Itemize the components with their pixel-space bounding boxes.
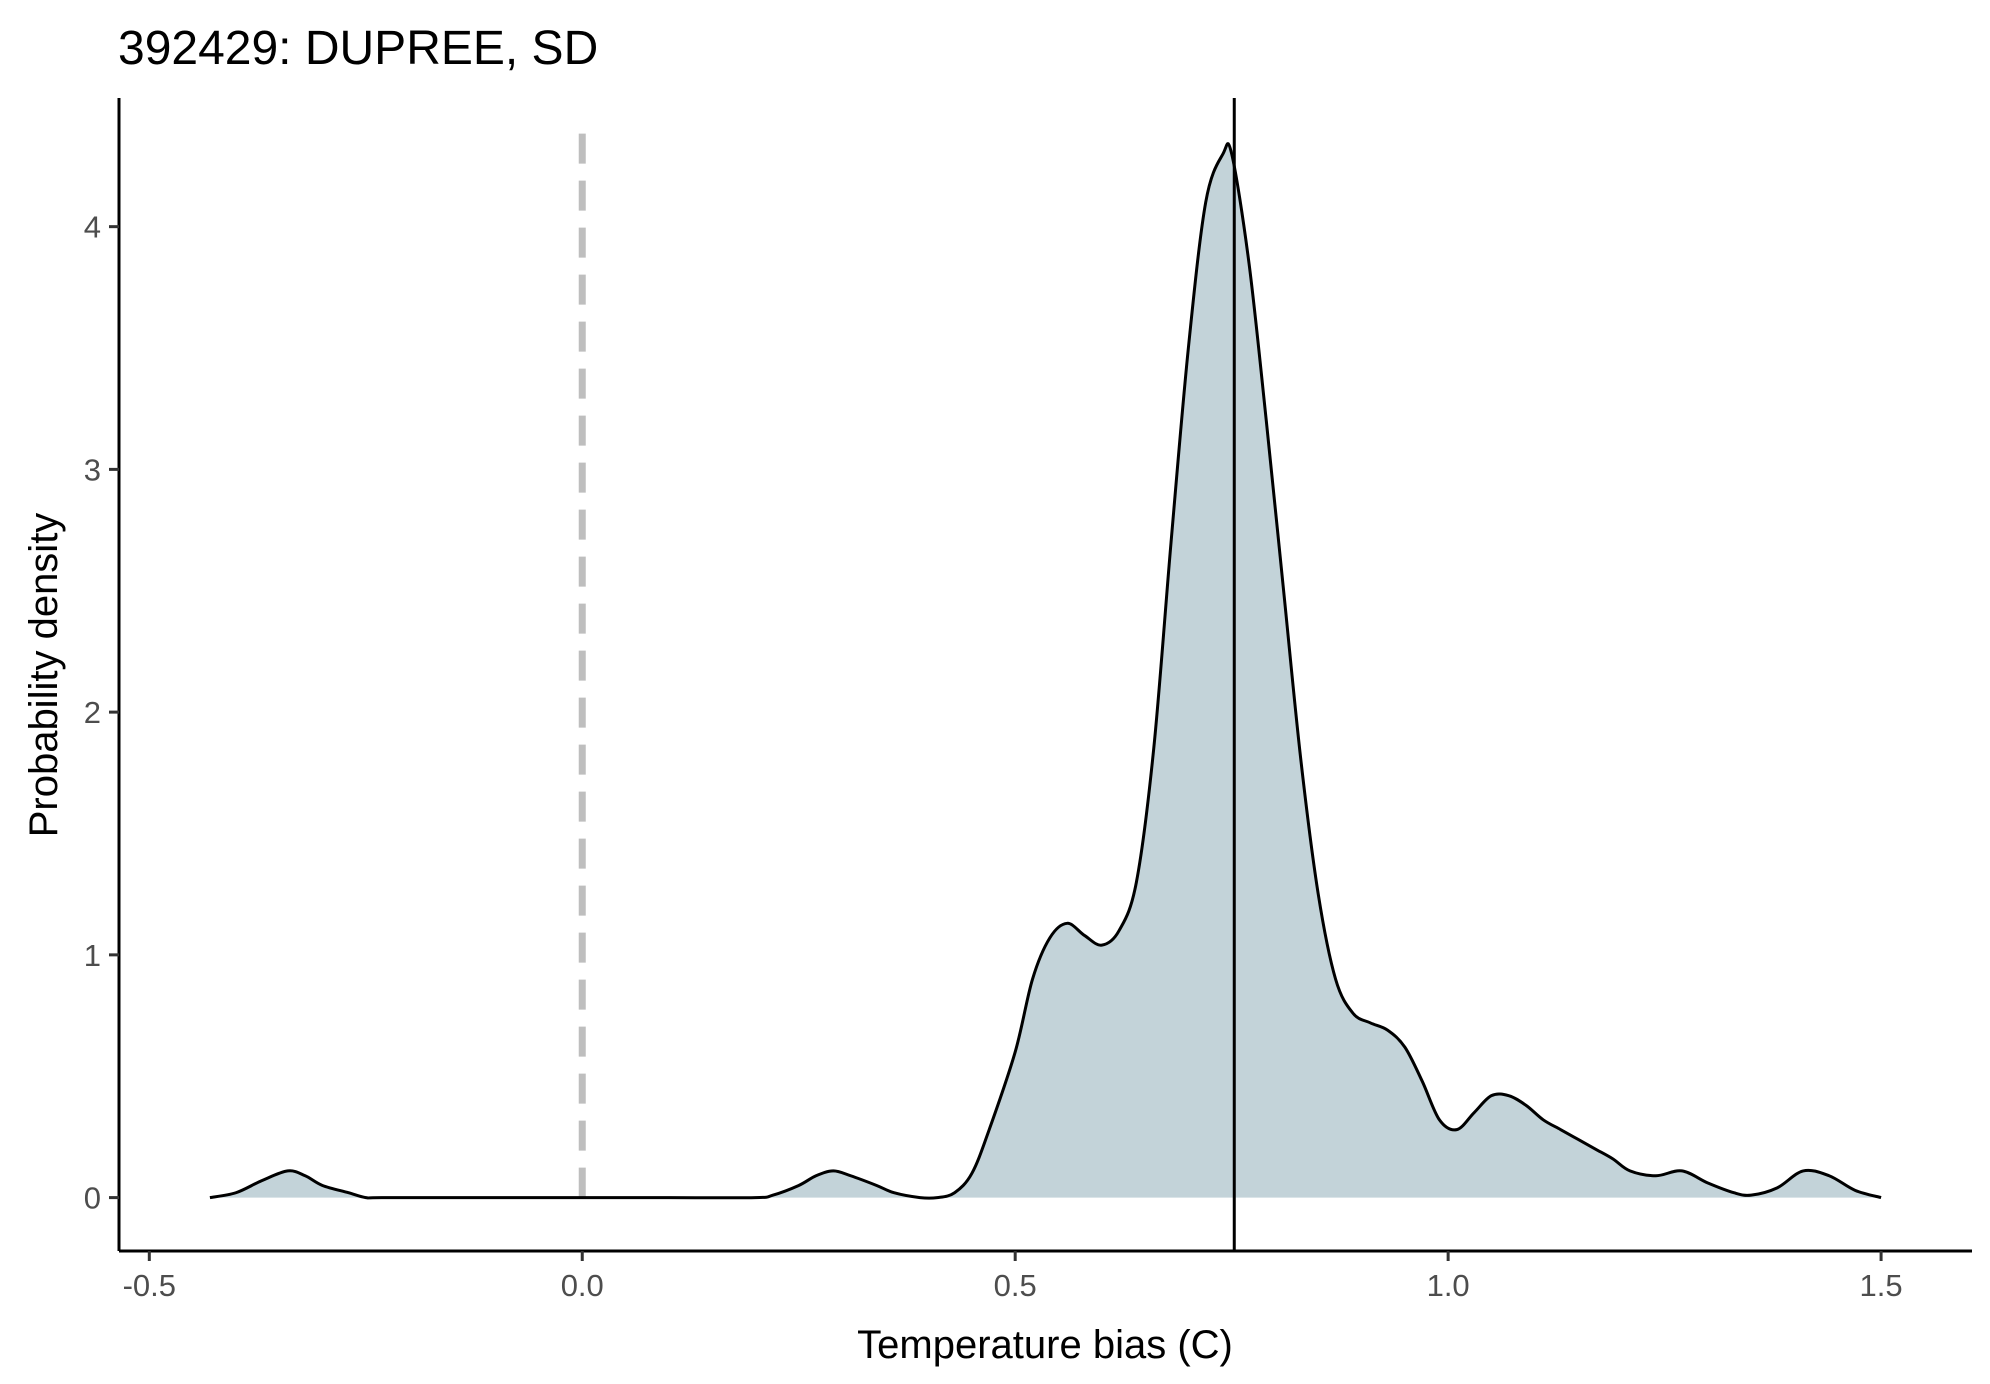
y-tick-label: 1 [84,938,101,973]
x-tick-label: 0.0 [561,1268,604,1303]
y-tick-label: 2 [84,695,101,730]
plot-area [209,98,1882,1251]
y-tick-label: 0 [84,1181,101,1216]
x-tick-label: 1.0 [1427,1268,1470,1303]
x-tick-label: 0.5 [994,1268,1037,1303]
x-axis-ticks: -0.5 0.0 0.5 1.0 1.5 [123,1251,1903,1303]
x-tick-label: -0.5 [123,1268,176,1303]
density-area [209,143,1882,1199]
y-axis-ticks: 0 1 2 3 4 [84,210,119,1216]
density-line [209,142,1882,1200]
y-tick-label: 3 [84,452,101,487]
y-axis-title: Probability density [22,513,66,838]
x-axis-title: Temperature bias (C) [857,1323,1233,1367]
y-tick-label: 4 [84,210,101,245]
chart-title: 392429: DUPREE, SD [118,22,598,75]
x-tick-label: 1.5 [1860,1268,1903,1303]
